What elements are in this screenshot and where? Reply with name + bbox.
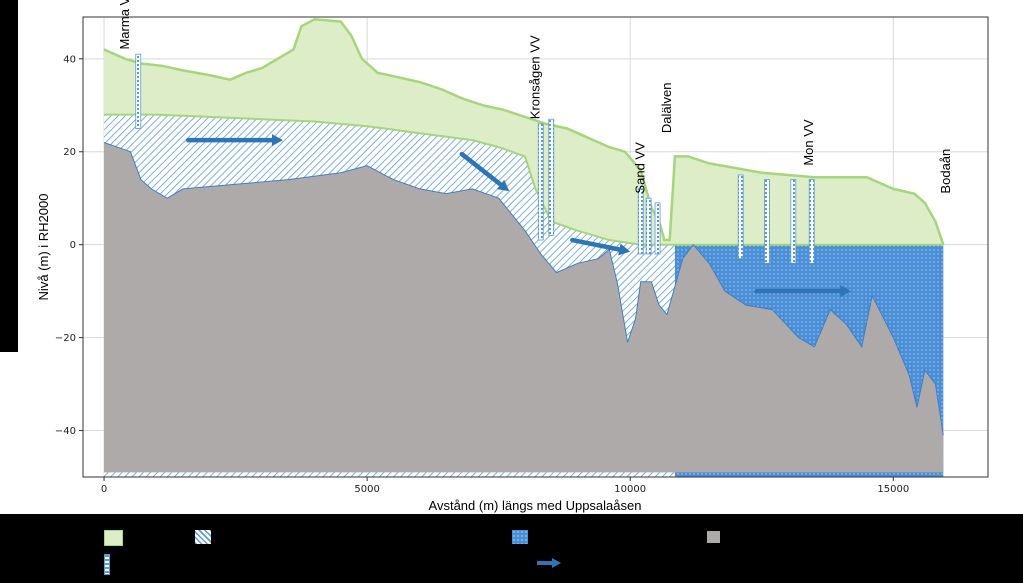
legend-bedrock-swatch [707, 531, 720, 543]
legend-panel [0, 514, 1023, 583]
x-axis-ticks: 0 5000 10000 15000 [101, 477, 909, 495]
place-label: Bodaån [938, 149, 953, 194]
flow-arrow [754, 285, 852, 298]
place-label: Kronsågen VV [528, 35, 543, 119]
legend-dense-aquifer-swatch [512, 530, 528, 544]
place-label: Marma VV [117, 0, 132, 50]
left-black-bar [0, 0, 18, 352]
well-marker [637, 188, 644, 255]
x-axis-label: Avstånd (m) längs med Uppsalaåsen [429, 498, 642, 513]
flow-arrows-group [185, 134, 852, 298]
well-marker [790, 179, 797, 264]
y-tick-label: 40 [63, 54, 76, 65]
x-tick-label: 0 [101, 484, 107, 495]
y-axis-label: Nivå (m) i RH2000 [36, 194, 51, 301]
well-marker [808, 179, 815, 264]
plot-frame [82, 16, 989, 478]
flow-arrow [185, 134, 283, 147]
x-tick-label: 15000 [877, 484, 909, 495]
well-marker [537, 123, 544, 241]
well-marker [645, 197, 652, 255]
place-labels-group: Marma VV Kronsågen VV Sand VV Dalälven Mon V… [117, 0, 953, 194]
bedrock-layer [104, 142, 944, 473]
place-label: Sand VV [633, 142, 648, 194]
wells-group [135, 53, 815, 264]
legend-well-swatch [104, 554, 110, 575]
bedrock-outline [103, 142, 944, 436]
ground-surface-line [103, 18, 945, 246]
y-axis-ticks: 40 20 0 −20 −40 [55, 54, 83, 437]
legend-aquifer-swatch [195, 530, 211, 544]
legend-soil-swatch [104, 530, 123, 546]
well-marker [548, 118, 555, 236]
y-tick-label: −40 [55, 426, 76, 437]
y-tick-label: 0 [70, 240, 76, 251]
well-marker [654, 202, 661, 255]
x-tick-label: 5000 [354, 484, 379, 495]
place-label: Dalälven [659, 83, 674, 134]
soil-layer [104, 19, 944, 245]
flow-arrow [459, 151, 510, 192]
place-label: Mon VV [801, 119, 816, 166]
legend-arrow-swatch [537, 558, 561, 568]
y-tick-label: 20 [63, 147, 76, 158]
well-marker [737, 174, 744, 260]
well-marker [764, 179, 770, 264]
flow-arrow [570, 237, 631, 256]
y-tick-label: −20 [55, 333, 76, 344]
x-tick-label: 10000 [614, 484, 646, 495]
well-marker [135, 53, 142, 129]
